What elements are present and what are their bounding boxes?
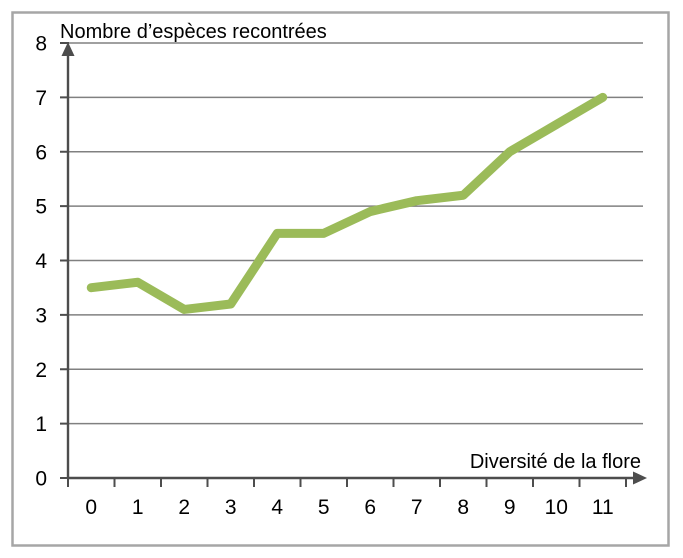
y-tick-label: 7	[35, 87, 47, 110]
x-tick-label: 5	[318, 496, 330, 519]
x-axis-arrow-icon	[633, 471, 647, 485]
x-tick-label: 8	[457, 496, 469, 519]
gridline-layer	[68, 42, 643, 425]
axes-layer	[60, 42, 647, 487]
x-tick-label: 4	[271, 496, 283, 519]
y-tick-label: 0	[35, 468, 47, 491]
x-tick-label: 11	[592, 496, 614, 519]
y-tick-label: 3	[35, 304, 47, 327]
x-tick-label: 7	[411, 496, 423, 519]
y-tick-label: 1	[35, 413, 47, 436]
y-tick-label: 8	[35, 33, 47, 56]
x-tick-label: 0	[85, 496, 97, 519]
x-tick-label: 10	[545, 496, 568, 519]
y-tick-label: 5	[35, 196, 47, 219]
x-tick-label: 2	[178, 496, 190, 519]
data-series-layer	[86, 92, 608, 314]
chart-border	[11, 11, 670, 547]
data-line	[86, 92, 608, 314]
x-tick-label: 9	[504, 496, 516, 519]
y-axis-arrow-icon	[61, 42, 75, 56]
x-tick-label: 1	[132, 496, 144, 519]
tick-labels-layer: 0 1 2 3 4 5 6 7 8 0 1 2 3 4 5 6 7 8 9 10 11	[35, 33, 613, 520]
x-tick-label: 3	[225, 496, 237, 519]
y-tick-label: 6	[35, 141, 47, 164]
chart-border-layer	[11, 11, 670, 547]
x-tick-label: 6	[364, 496, 376, 519]
x-axis-title: Diversité de la flore	[470, 451, 641, 473]
y-tick-label: 2	[35, 359, 47, 382]
y-tick-label: 4	[35, 250, 47, 273]
chart-title: Nombre d’espèces recontrées	[60, 21, 327, 43]
